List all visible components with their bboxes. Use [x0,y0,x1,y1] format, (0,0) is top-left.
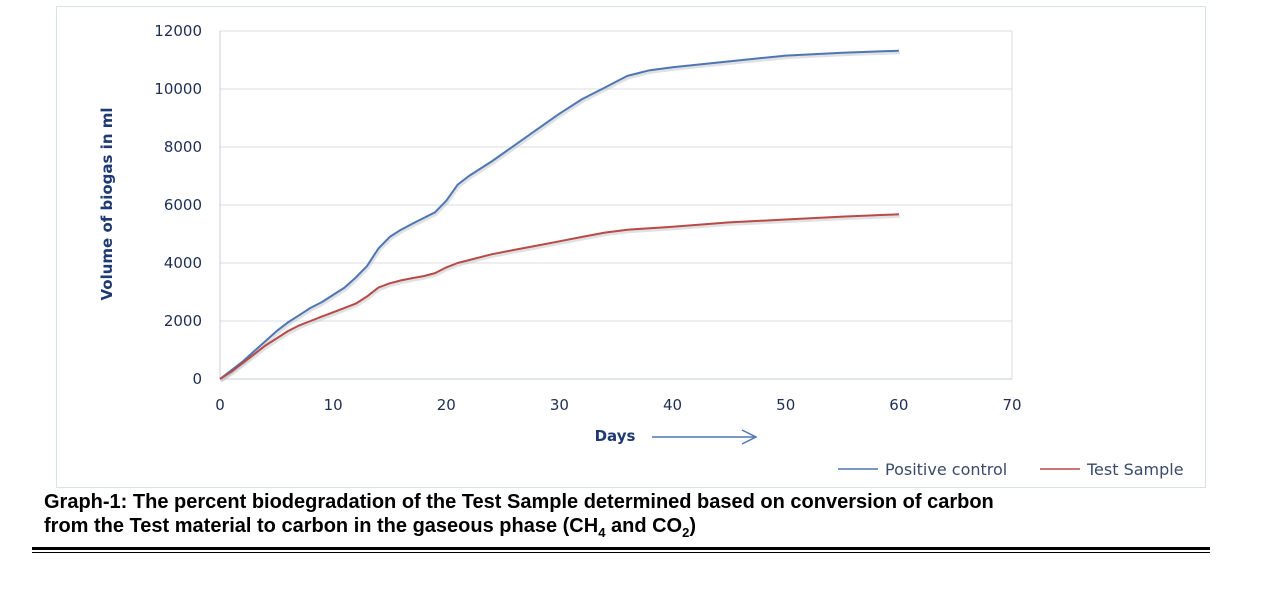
x-tick-label: 30 [550,396,569,414]
x-tick-label: 10 [324,396,343,414]
y-tick-label: 6000 [164,196,202,214]
caption-line-1: Graph-1: The percent biodegradation of t… [44,491,994,513]
series-shadow-1 [220,51,900,383]
caption-subscript-co2: 2 [682,525,690,540]
biogas-line-chart: 0 2000 4000 6000 8000 10000 12000 0 10 20 30 40 50 60… [98,22,1184,479]
legend-entry-1: Positive control [838,460,1007,479]
x-axis-arrow [652,429,758,445]
x-axis-title: Days [595,427,636,445]
series-line-2 [219,213,899,380]
y-tick-label: 2000 [164,312,202,330]
legend-entry-2: Test Sample [1040,460,1184,479]
x-tick-label: 60 [889,396,908,414]
grid-layer [220,30,1013,379]
axis-layer [219,31,1012,380]
caption-line-2-middle: and CO [605,515,683,537]
legend-label: Positive control [885,460,1007,479]
y-tick-label: 4000 [164,254,202,272]
y-tick-label: 12000 [154,22,202,40]
x-tick-label: 70 [1002,396,1021,414]
figure-caption: Graph-1: The percent biodegradation of t… [44,490,1204,540]
series-line-1 [219,49,899,380]
double-rule-top [32,547,1210,550]
chart-frame [56,6,1206,488]
y-tick-label: 0 [192,370,202,388]
label-layer: 0 2000 4000 6000 8000 10000 12000 0 10 20 30 40 50 60… [154,22,1021,414]
caption-line-2-suffix: ) [689,515,696,537]
y-tick-label: 8000 [164,138,202,156]
caption-subscript-ch4: 4 [598,525,606,540]
legend: Positive control Test Sample [838,460,1184,479]
caption-line-2-prefix: from the Test material to carbon in the … [44,515,599,537]
x-tick-label: 50 [776,396,795,414]
y-axis-title: Volume of biogas in ml [98,107,116,300]
series-layer [219,49,900,383]
series-shadow-2 [220,214,900,383]
x-tick-label: 0 [215,396,225,414]
y-tick-label: 10000 [154,80,202,98]
legend-label: Test Sample [1086,460,1184,479]
double-rule-bottom [32,552,1210,553]
x-tick-label: 20 [437,396,456,414]
x-tick-label: 40 [663,396,682,414]
